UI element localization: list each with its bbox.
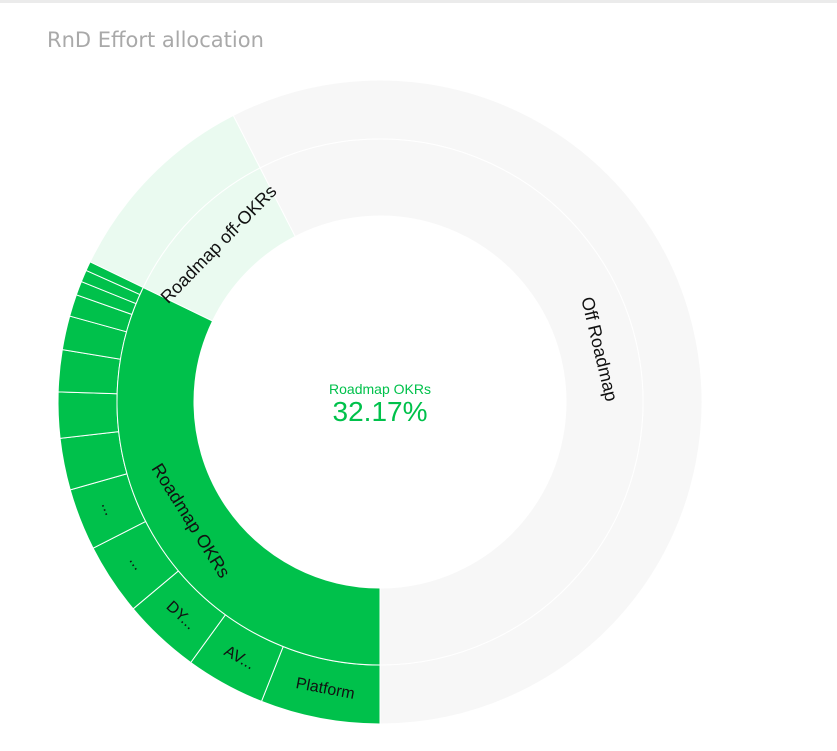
outer-label-4: ... — [98, 499, 119, 518]
outer-segment-6[interactable] — [57, 391, 120, 439]
center-label: Roadmap OKRs — [329, 381, 431, 397]
inner-segment-off-roadmap[interactable] — [259, 138, 644, 666]
center-value: 32.17% — [333, 396, 428, 427]
inner-segment-roadmap-okrs[interactable] — [116, 286, 381, 666]
top-border — [0, 0, 837, 3]
inner-ring — [116, 138, 644, 666]
chart-title: RnD Effort allocation — [47, 28, 264, 52]
